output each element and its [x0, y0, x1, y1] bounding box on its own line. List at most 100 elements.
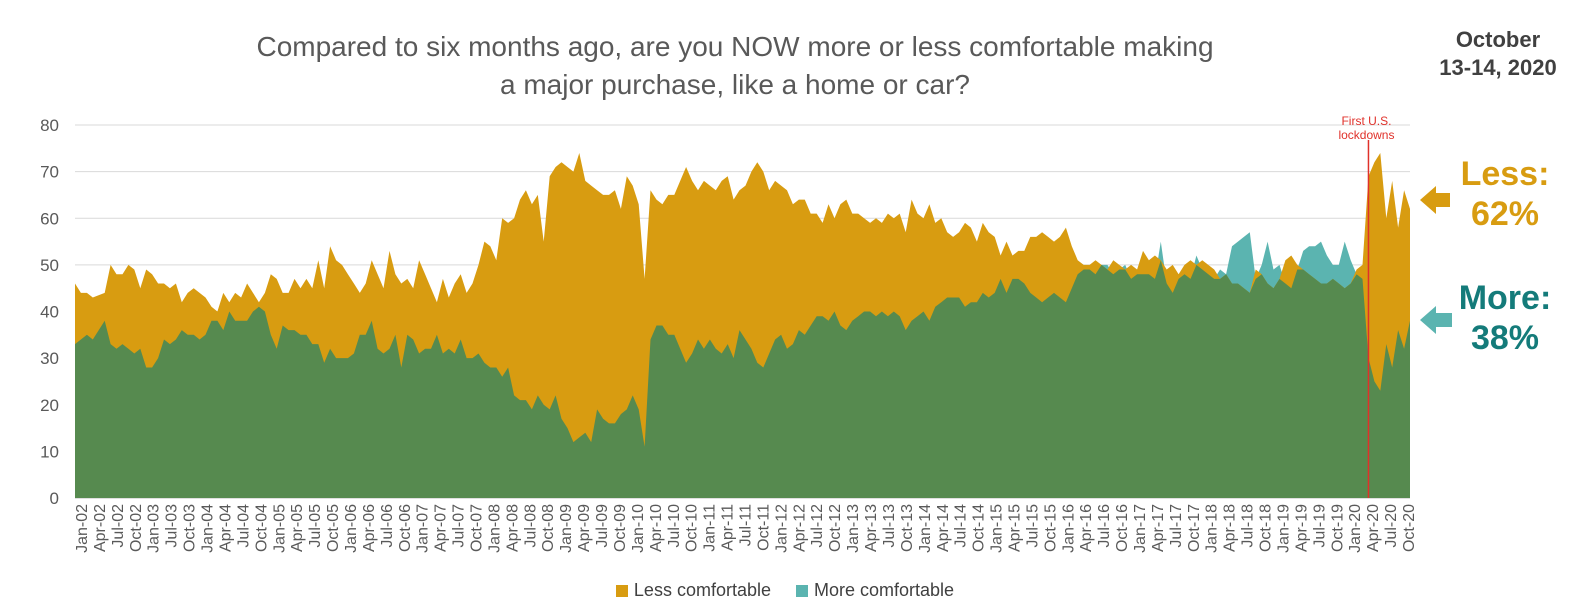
less-point: [324, 288, 325, 289]
more-point: [1184, 274, 1185, 275]
less-point: [169, 288, 170, 289]
less-point: [1320, 283, 1321, 284]
x-tick-label: Apr-15: [1007, 504, 1024, 552]
more-point: [1154, 278, 1155, 279]
less-point: [567, 166, 568, 167]
more-point: [1320, 241, 1321, 242]
more-point: [1083, 269, 1084, 270]
less-point: [941, 218, 942, 219]
less-point: [1184, 264, 1185, 265]
more-point: [1309, 246, 1310, 247]
x-tick-label: Jan-13: [845, 504, 862, 553]
more-point: [353, 353, 354, 354]
less-point: [1338, 283, 1339, 284]
less-point: [181, 302, 182, 303]
less-point: [496, 260, 497, 261]
more-point: [893, 311, 894, 312]
less-point: [365, 283, 366, 284]
x-tick-label: Jul-12: [809, 504, 826, 548]
x-tick-label: Apr-06: [361, 504, 378, 552]
more-point: [1285, 283, 1286, 284]
less-point: [1409, 208, 1410, 209]
less-point: [1261, 274, 1262, 275]
more-point: [917, 316, 918, 317]
more-point: [496, 367, 497, 368]
less-point: [1059, 236, 1060, 237]
more-point: [561, 418, 562, 419]
less-point: [193, 288, 194, 289]
more-callout-label: More:: [1458, 279, 1552, 317]
more-point: [757, 362, 758, 363]
less-point: [80, 292, 81, 293]
less-point: [1214, 269, 1215, 270]
less-point: [490, 246, 491, 247]
more-point: [1255, 278, 1256, 279]
more-point: [680, 348, 681, 349]
less-point: [1053, 241, 1054, 242]
less-point: [1190, 260, 1191, 261]
more-point: [656, 325, 657, 326]
less-point: [858, 213, 859, 214]
less-point: [128, 264, 129, 265]
more-point: [1042, 302, 1043, 303]
more-point: [318, 344, 319, 345]
more-point: [816, 316, 817, 317]
less-point: [1148, 260, 1149, 261]
less-point: [1000, 255, 1001, 256]
more-point: [555, 395, 556, 396]
more-point: [407, 334, 408, 335]
less-point: [306, 278, 307, 279]
more-point: [614, 423, 615, 424]
more-point: [810, 325, 811, 326]
less-point: [650, 190, 651, 191]
x-tick-label: Oct-06: [397, 504, 414, 552]
more-point: [377, 348, 378, 349]
less-callout-value: 62%: [1470, 195, 1540, 233]
x-tick-label: Jan-17: [1132, 504, 1149, 553]
more-point: [769, 353, 770, 354]
less-point: [1030, 236, 1031, 237]
less-point: [519, 199, 520, 200]
more-point: [1237, 241, 1238, 242]
more-point: [1119, 269, 1120, 270]
more-point: [1249, 232, 1250, 233]
less-point: [353, 283, 354, 284]
more-point: [152, 367, 153, 368]
less-point: [1166, 269, 1167, 270]
less-point: [959, 232, 960, 233]
less-point: [163, 283, 164, 284]
more-point: [1095, 274, 1096, 275]
less-point: [1332, 278, 1333, 279]
x-tick-label: Jan-03: [146, 504, 163, 553]
less-point: [288, 292, 289, 293]
less-point: [727, 176, 728, 177]
less-point: [644, 278, 645, 279]
more-point: [211, 320, 212, 321]
more-point: [870, 311, 871, 312]
more-point: [223, 330, 224, 331]
more-point: [74, 344, 75, 345]
more-point: [1315, 246, 1316, 247]
more-point: [1350, 260, 1351, 261]
more-point: [964, 306, 965, 307]
legend-item-more: More comfortable: [796, 580, 954, 601]
less-callout-label: Less:: [1460, 155, 1550, 193]
less-point: [359, 292, 360, 293]
less-point: [887, 213, 888, 214]
less-point: [662, 204, 663, 205]
less-point: [229, 302, 230, 303]
more-point: [235, 320, 236, 321]
less-point: [86, 292, 87, 293]
more-point: [1338, 264, 1339, 265]
less-point: [626, 176, 627, 177]
x-tick-label: Jan-05: [271, 504, 288, 553]
more-point: [703, 348, 704, 349]
more-point: [1356, 274, 1357, 275]
more-point: [419, 353, 420, 354]
less-point: [1344, 288, 1345, 289]
less-point: [383, 288, 384, 289]
more-point: [638, 409, 639, 410]
less-point: [1006, 241, 1007, 242]
less-point: [264, 292, 265, 293]
y-tick-label: 40: [40, 303, 59, 322]
